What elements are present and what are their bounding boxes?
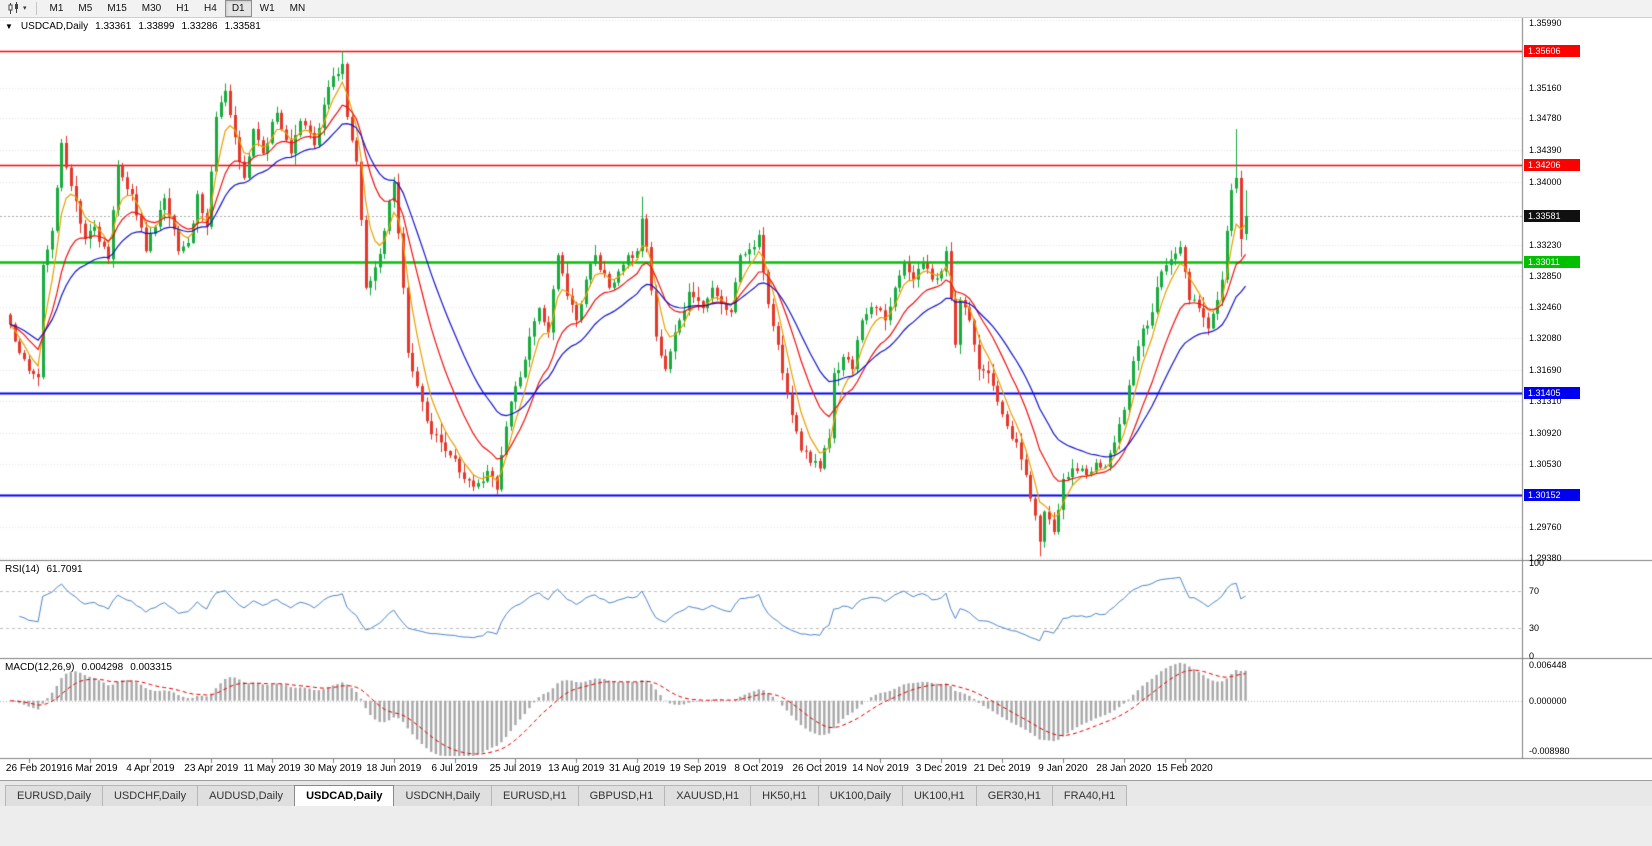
- price-level-badge[interactable]: 1.30152: [1524, 489, 1580, 502]
- date-tick-label: 19 Sep 2019: [669, 763, 727, 774]
- macd-tick-label: -0.008980: [1529, 746, 1570, 756]
- price-tick-label: 1.32850: [1529, 270, 1562, 281]
- timeframe-button-h4[interactable]: H4: [204, 3, 217, 14]
- status-bar: [0, 806, 1652, 846]
- date-tick-label: 16 Mar 2019: [61, 763, 118, 774]
- price-tick-label: 1.34390: [1529, 145, 1562, 156]
- chart-tab-uk100-h1[interactable]: UK100,H1: [901, 785, 977, 806]
- price-tick-label: 1.32460: [1529, 302, 1562, 313]
- macd-label: MACD(12,26,9): [5, 662, 75, 673]
- date-tick-label: 4 Apr 2019: [126, 763, 175, 774]
- date-tick-label: 18 Jun 2019: [366, 763, 422, 774]
- timeframe-button-d1[interactable]: D1: [224, 0, 252, 17]
- rsi-label: RSI(14): [5, 564, 40, 575]
- chart-tab-audusd-daily[interactable]: AUDUSD,Daily: [197, 785, 296, 806]
- timeframe-button-m1[interactable]: M1: [49, 3, 64, 14]
- chart-tab-usdcad-daily[interactable]: USDCAD,Daily: [294, 785, 395, 806]
- macd-tick-label: 0.000000: [1529, 695, 1567, 706]
- price-level-badge[interactable]: 1.31405: [1524, 387, 1580, 400]
- chart-tabs-bar: EURUSD,Daily USDCHF,Daily AUDUSD,Daily USDC…: [0, 780, 1652, 806]
- timeframe-button-h1[interactable]: H1: [176, 3, 190, 14]
- rsi-tick-label: 100: [1529, 558, 1545, 568]
- timeframe-button-m15[interactable]: M15: [107, 3, 127, 14]
- chart-tab-hk50-h1[interactable]: HK50,H1: [750, 785, 819, 806]
- price-axis[interactable]: 1.35990 1.35160 1.34780 1.34390 1.34000 1.332…: [1523, 18, 1652, 758]
- chart-symbol-label: USDCAD,Daily: [20, 21, 89, 32]
- date-tick-label: 30 May 2019: [303, 763, 362, 774]
- date-tick-label: 13 Aug 2019: [548, 763, 605, 774]
- date-tick-label: 26 Oct 2019: [792, 763, 847, 774]
- price-tick-label: 1.35160: [1529, 82, 1562, 93]
- time-axis[interactable]: 26 Feb 2019 16 Mar 2019 4 Apr 2019 23 Apr 2…: [0, 758, 1522, 780]
- date-tick-label: 23 Apr 2019: [184, 763, 239, 774]
- price-tick-label: 1.30920: [1529, 427, 1562, 438]
- price-tick-label: 1.34000: [1529, 176, 1562, 187]
- chart-tab-usdcnh-daily[interactable]: USDCNH,Daily: [393, 785, 493, 806]
- ohlc-high: 1.33899: [138, 21, 175, 32]
- date-tick-label: 8 Oct 2019: [734, 763, 784, 774]
- date-tick-label: 21 Dec 2019: [973, 763, 1031, 774]
- ohlc-open: 1.33361: [95, 21, 132, 32]
- chart-type-dropdown[interactable]: ▾: [4, 1, 30, 17]
- price-level-badge[interactable]: 1.33011: [1524, 256, 1580, 269]
- chart-canvas[interactable]: [0, 18, 1652, 780]
- price-level-badge[interactable]: 1.34206: [1524, 159, 1580, 172]
- ohlc-close: 1.33581: [224, 21, 261, 32]
- date-tick-label: 28 Jan 2020: [1096, 763, 1152, 774]
- rsi-header: RSI(14) 61.7091: [5, 564, 83, 575]
- chart-tab-uk100-daily[interactable]: UK100,Daily: [817, 785, 903, 806]
- rsi-tick-label: 30: [1529, 623, 1540, 634]
- chart-tab-eurusd-daily[interactable]: EURUSD,Daily: [5, 785, 103, 806]
- date-tick-label: 14 Nov 2019: [852, 763, 909, 774]
- price-tick-label: 1.35990: [1529, 18, 1562, 28]
- timeframe-button-m30[interactable]: M30: [141, 3, 162, 14]
- ohlc-low: 1.33286: [181, 21, 218, 32]
- chart-window: ▼ USDCAD,Daily 1.33361 1.33899 1.33286 1…: [0, 18, 1652, 780]
- price-tick-label: 1.31690: [1529, 364, 1562, 375]
- date-tick-label: 6 Jul 2019: [431, 763, 478, 774]
- macd-tick-label: 0.006448: [1529, 660, 1567, 670]
- price-level-badge[interactable]: 1.35606: [1524, 45, 1580, 58]
- rsi-tick-label: 0: [1529, 651, 1535, 661]
- price-tick-label: 1.33230: [1529, 239, 1562, 250]
- candlestick-chart-icon: [8, 2, 18, 14]
- date-tick-label: 11 May 2019: [243, 763, 301, 774]
- timeframe-button-m5[interactable]: M5: [78, 3, 93, 14]
- toolbar-separator: [35, 2, 37, 15]
- chart-collapse-icon[interactable]: ▼: [5, 22, 13, 31]
- date-tick-label: 25 Jul 2019: [489, 763, 542, 774]
- price-tick-label: 1.29380: [1529, 553, 1562, 563]
- dropdown-caret-icon: ▾: [23, 5, 27, 12]
- price-tick-label: 1.29760: [1529, 522, 1562, 533]
- rsi-value: 61.7091: [46, 564, 83, 575]
- rsi-tick-label: 70: [1529, 585, 1540, 596]
- current-price-badge[interactable]: 1.33581: [1524, 210, 1580, 223]
- chart-tab-ger30-h1[interactable]: GER30,H1: [975, 785, 1053, 806]
- date-tick-label: 26 Feb 2019: [5, 763, 63, 774]
- date-tick-label: 3 Dec 2019: [915, 763, 967, 774]
- chart-header: ▼ USDCAD,Daily 1.33361 1.33899 1.33286 1…: [5, 21, 261, 32]
- macd-signal-value: 0.003315: [130, 662, 172, 673]
- date-tick-label: 15 Feb 2020: [1156, 763, 1213, 774]
- price-tick-label: 1.32080: [1529, 333, 1562, 344]
- timeframe-button-w1[interactable]: W1: [259, 3, 275, 14]
- date-tick-label: 9 Jan 2020: [1038, 763, 1088, 774]
- chart-tab-xauusd-h1[interactable]: XAUUSD,H1: [664, 785, 752, 806]
- timeframe-toolbar: ▾ M1 M5 M15 M30 H1 H4 D1 W1 MN: [0, 0, 1652, 18]
- chart-tab-eurusd-h1[interactable]: EURUSD,H1: [491, 785, 579, 806]
- chart-tab-fra40-h1[interactable]: FRA40,H1: [1051, 785, 1128, 806]
- timeframe-buttons: M1 M5 M15 M30 H1 H4 D1 W1 MN: [43, 0, 313, 17]
- timeframe-button-mn[interactable]: MN: [289, 3, 306, 14]
- price-tick-label: 1.31310: [1529, 395, 1562, 406]
- chart-tab-gbpusd-h1[interactable]: GBPUSD,H1: [577, 785, 666, 806]
- price-tick-label: 1.34780: [1529, 113, 1562, 124]
- macd-value: 0.004298: [81, 662, 124, 673]
- chart-tab-usdchf-daily[interactable]: USDCHF,Daily: [101, 785, 199, 806]
- price-tick-label: 1.30530: [1529, 459, 1562, 470]
- date-tick-label: 31 Aug 2019: [609, 763, 666, 774]
- macd-header: MACD(12,26,9) 0.004298 0.003315: [5, 662, 172, 673]
